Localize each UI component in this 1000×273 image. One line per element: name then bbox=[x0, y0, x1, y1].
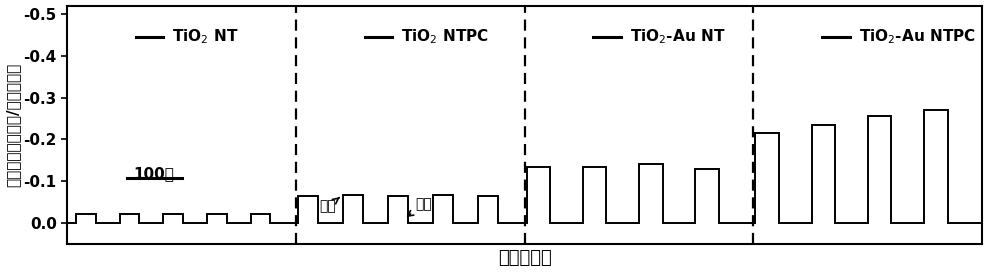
Text: 关灯: 关灯 bbox=[408, 197, 432, 216]
Text: TiO$_2$-Au NTPC: TiO$_2$-Au NTPC bbox=[859, 27, 976, 46]
X-axis label: 时间（秒）: 时间（秒） bbox=[498, 250, 552, 268]
Text: 100秒: 100秒 bbox=[134, 167, 174, 182]
Text: TiO$_2$-Au NT: TiO$_2$-Au NT bbox=[630, 27, 725, 46]
Text: TiO$_2$ NT: TiO$_2$ NT bbox=[172, 27, 239, 46]
Text: TiO$_2$ NTPC: TiO$_2$ NTPC bbox=[401, 27, 489, 46]
Text: 开灯: 开灯 bbox=[320, 198, 339, 213]
Y-axis label: 光电流密度（毫安/平方厘米）: 光电流密度（毫安/平方厘米） bbox=[6, 63, 21, 187]
